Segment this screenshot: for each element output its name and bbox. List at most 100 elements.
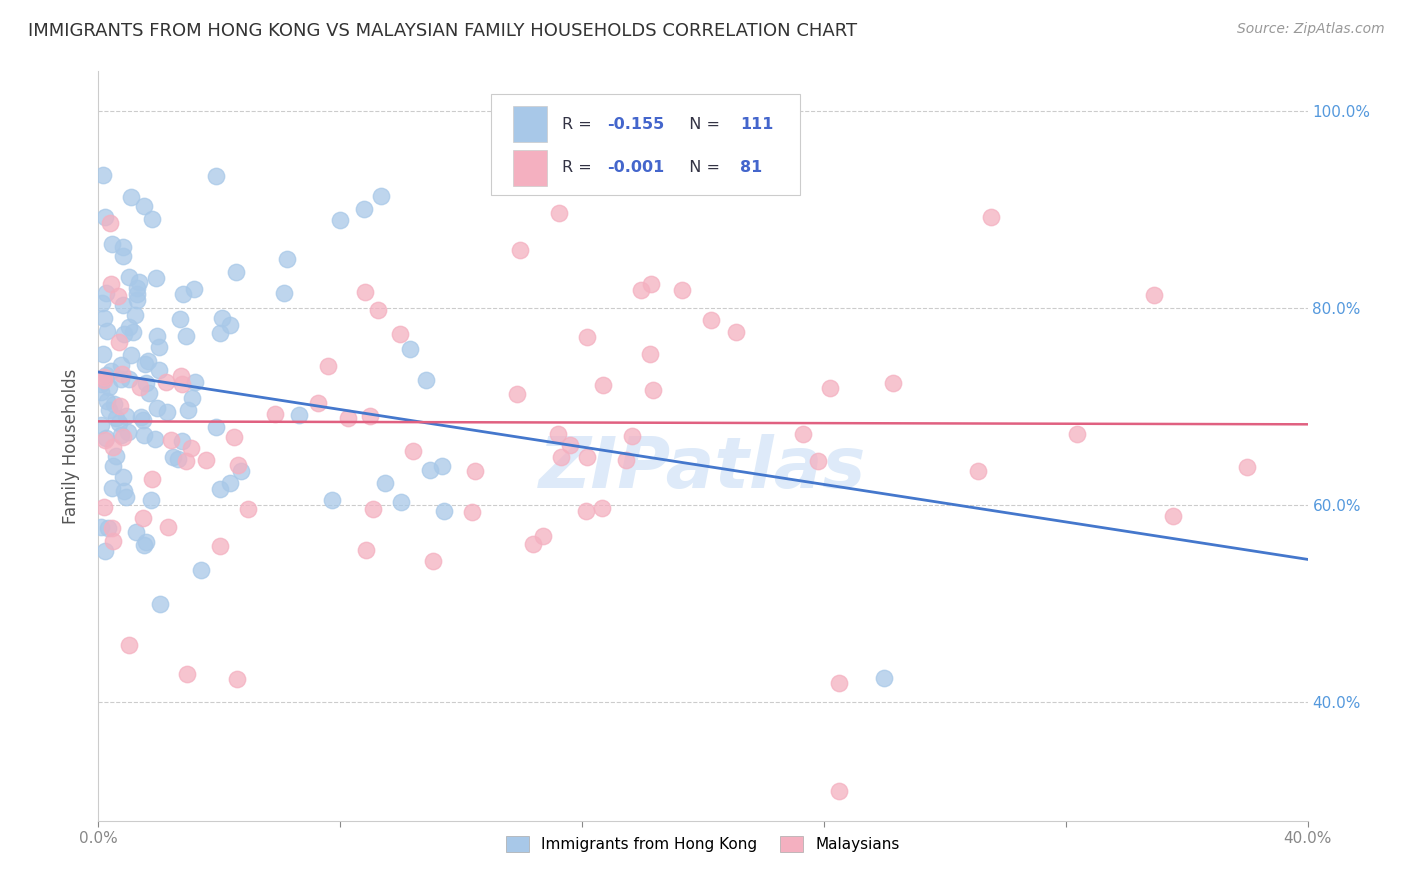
Point <box>174 329 197 343</box>
Point <box>94 543 117 558</box>
Point <box>118 638 141 652</box>
Point <box>273 285 295 300</box>
Point <box>91 168 114 182</box>
Point <box>725 325 748 339</box>
Point <box>138 385 160 400</box>
Point <box>183 375 205 389</box>
Point <box>160 433 183 447</box>
Point <box>422 554 444 568</box>
Text: 111: 111 <box>741 117 773 132</box>
Point <box>547 205 569 219</box>
Point <box>575 330 598 344</box>
Point <box>592 377 614 392</box>
Point <box>111 367 134 381</box>
Legend: Immigrants from Hong Kong, Malaysians: Immigrants from Hong Kong, Malaysians <box>501 830 905 858</box>
Point <box>112 326 135 341</box>
Point <box>94 210 117 224</box>
Point <box>550 450 572 464</box>
Point <box>128 275 150 289</box>
Point <box>156 405 179 419</box>
Point <box>219 476 242 491</box>
Point <box>190 563 212 577</box>
Point <box>522 537 544 551</box>
Point <box>370 189 392 203</box>
Point <box>828 675 851 690</box>
Point <box>169 311 191 326</box>
Point <box>307 396 329 410</box>
Point <box>276 252 298 267</box>
Point <box>132 511 155 525</box>
Point <box>124 308 146 322</box>
Point <box>145 270 167 285</box>
FancyBboxPatch shape <box>492 94 800 195</box>
Point <box>195 452 218 467</box>
Point <box>139 492 162 507</box>
Point <box>399 342 422 356</box>
Point <box>96 393 118 408</box>
Point <box>141 212 163 227</box>
Point <box>359 409 381 423</box>
Point <box>101 440 124 454</box>
Point <box>321 492 343 507</box>
Point <box>97 402 120 417</box>
Point <box>818 381 841 395</box>
Point <box>148 339 170 353</box>
Point <box>98 216 121 230</box>
Point <box>110 428 132 442</box>
Point <box>149 597 172 611</box>
Point <box>236 502 259 516</box>
Point <box>91 347 114 361</box>
Point <box>93 311 115 326</box>
Text: -0.155: -0.155 <box>607 117 665 132</box>
Point <box>125 287 148 301</box>
Point <box>94 434 117 448</box>
Point <box>118 319 141 334</box>
Point <box>461 506 484 520</box>
Point <box>125 525 148 540</box>
Point <box>430 459 453 474</box>
Point <box>882 376 904 391</box>
Point <box>93 370 115 384</box>
Point <box>143 432 166 446</box>
Point <box>104 449 127 463</box>
Point <box>110 358 132 372</box>
Point <box>117 425 139 439</box>
Point <box>638 346 661 360</box>
Point <box>141 472 163 486</box>
Text: N =: N = <box>679 161 725 175</box>
Point <box>575 504 598 518</box>
Point <box>288 408 311 422</box>
Point <box>354 542 377 557</box>
Point <box>531 529 554 543</box>
Point <box>101 533 124 548</box>
Point <box>1161 508 1184 523</box>
Text: N =: N = <box>679 117 725 132</box>
Point <box>218 318 240 333</box>
Point <box>208 539 231 553</box>
Point <box>807 454 830 468</box>
Text: ZIPatlas: ZIPatlas <box>540 434 866 503</box>
Point <box>558 438 581 452</box>
Point <box>145 401 167 415</box>
Point <box>162 450 184 465</box>
Point <box>101 458 124 473</box>
Point <box>231 464 253 478</box>
Point <box>134 357 156 371</box>
Point <box>172 286 194 301</box>
Point <box>353 202 375 217</box>
Point <box>591 501 613 516</box>
Point <box>129 410 152 425</box>
Point <box>419 463 441 477</box>
Point <box>108 399 131 413</box>
Point <box>132 199 155 213</box>
Point <box>226 672 249 686</box>
Point <box>103 397 125 411</box>
Point <box>211 310 233 325</box>
Point <box>156 520 179 534</box>
FancyBboxPatch shape <box>513 150 547 186</box>
Point <box>101 237 124 252</box>
Point <box>155 375 177 389</box>
Point <box>336 410 359 425</box>
Point <box>226 458 249 472</box>
Point <box>374 476 396 491</box>
